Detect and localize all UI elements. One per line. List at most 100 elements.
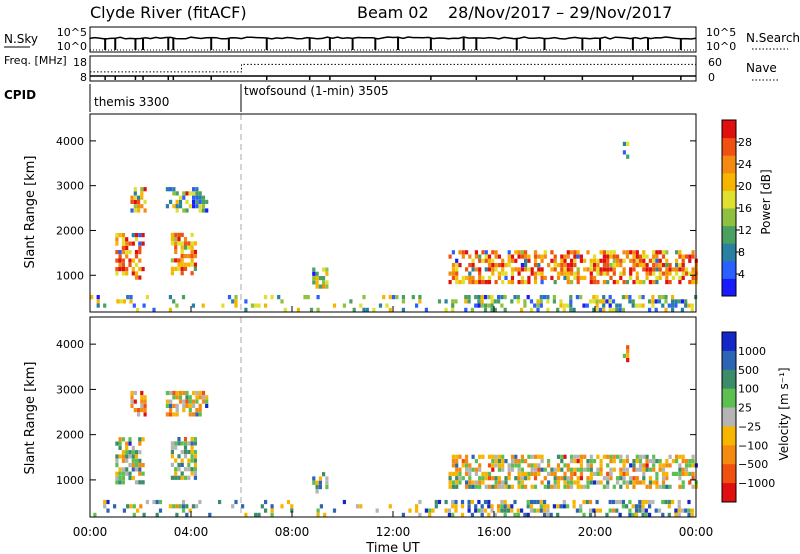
echo-cell xyxy=(185,390,189,396)
echo-cell xyxy=(185,403,189,408)
echo-cell xyxy=(513,512,517,517)
echo-cell xyxy=(461,459,465,464)
echo-cell xyxy=(142,303,146,308)
echo-cell xyxy=(609,459,613,464)
echo-cell xyxy=(652,467,656,472)
echo-cell xyxy=(478,254,482,259)
echo-cell xyxy=(174,266,178,271)
echo-cell xyxy=(563,463,567,468)
echo-cell xyxy=(503,508,507,513)
echo-cell xyxy=(143,403,147,408)
echo-cell xyxy=(616,476,620,481)
echo-cell xyxy=(182,390,186,396)
echo-cell xyxy=(401,307,405,312)
echo-cell xyxy=(165,403,169,408)
echo-cell xyxy=(193,249,197,254)
echo-cell xyxy=(125,441,129,446)
echo-cell xyxy=(634,504,639,509)
echo-cell xyxy=(553,280,557,285)
echo-cell xyxy=(504,484,508,489)
echo-cell xyxy=(602,280,606,285)
echo-cell xyxy=(121,458,125,463)
echo-cell xyxy=(448,476,452,481)
echo-cell xyxy=(503,499,507,505)
echo-cell xyxy=(133,187,137,192)
echo-cell xyxy=(622,467,626,472)
echo-cell xyxy=(678,250,682,255)
echo-cell xyxy=(174,245,178,250)
echo-cell xyxy=(524,280,528,285)
echo-cell xyxy=(201,208,206,213)
echo-cell xyxy=(190,458,194,463)
echo-cell xyxy=(579,508,583,513)
echo-cell xyxy=(155,499,159,505)
echo-cell xyxy=(517,480,521,485)
echo-cell xyxy=(458,467,462,472)
echo-cell xyxy=(592,307,596,312)
echo-cell xyxy=(576,459,580,464)
echo-cell xyxy=(645,263,649,268)
echo-cell xyxy=(576,271,580,276)
echo-cell xyxy=(579,275,583,280)
echo-cell xyxy=(322,280,326,285)
echo-cell xyxy=(655,267,659,272)
echo-cell xyxy=(655,480,659,485)
echo-cell xyxy=(362,307,366,312)
echo-cell xyxy=(270,508,274,513)
echo-cell xyxy=(517,280,521,285)
echo-cell xyxy=(264,508,268,513)
echo-cell xyxy=(190,449,194,455)
echo-cell xyxy=(586,463,590,468)
echo-cell xyxy=(661,254,666,259)
echo-cell xyxy=(684,254,689,259)
echo-cell xyxy=(612,258,616,263)
echo-cell xyxy=(234,295,238,300)
echo-cell xyxy=(198,204,202,209)
echo-cell xyxy=(177,232,181,237)
echo-cell xyxy=(372,307,376,312)
echo-cell xyxy=(175,395,179,400)
echo-cell xyxy=(621,499,625,505)
echo-cell xyxy=(455,275,459,280)
echo-cell xyxy=(517,467,521,472)
echo-cell xyxy=(447,512,451,517)
echo-cell xyxy=(480,303,484,308)
echo-cell xyxy=(315,276,319,281)
echo-cell xyxy=(516,512,520,517)
power-cbar-swatch xyxy=(722,243,736,262)
echo-cell xyxy=(234,303,238,308)
echo-cell xyxy=(180,254,184,259)
echo-cell xyxy=(477,299,481,304)
echo-cell xyxy=(175,204,179,209)
echo-cell xyxy=(500,504,504,509)
echo-cell xyxy=(691,254,695,259)
echo-cell xyxy=(451,499,455,505)
echo-cell xyxy=(546,508,550,513)
echo-cell xyxy=(415,303,419,308)
echo-cell xyxy=(611,307,616,312)
cpid-program-2: twofsound (1-min) 3505 xyxy=(244,84,389,98)
nsky-panel: N.Sky 10^5 10^0 10^5 10^0 N.Search xyxy=(4,26,800,53)
echo-cell xyxy=(182,399,186,404)
echo-cell xyxy=(140,403,144,408)
echo-cell xyxy=(619,471,623,476)
echo-cell xyxy=(638,459,643,464)
echo-cell xyxy=(593,459,597,464)
echo-cell xyxy=(602,263,606,268)
echo-cell xyxy=(553,484,557,489)
echo-cell xyxy=(145,499,149,505)
echo-cell xyxy=(174,467,178,472)
echo-cell xyxy=(622,271,626,276)
echo-cell xyxy=(602,299,606,304)
echo-cell xyxy=(622,459,626,464)
echo-cell xyxy=(566,280,570,285)
echo-cell xyxy=(573,471,577,476)
echo-cell xyxy=(312,276,316,281)
echo-cell xyxy=(537,454,541,459)
echo-cell xyxy=(201,303,205,308)
echo-cell xyxy=(451,454,455,459)
echo-cell xyxy=(118,437,122,442)
power-echo-cells xyxy=(90,141,698,312)
power-cbar-tick-label: 4 xyxy=(738,268,745,281)
echo-cell xyxy=(487,263,492,268)
